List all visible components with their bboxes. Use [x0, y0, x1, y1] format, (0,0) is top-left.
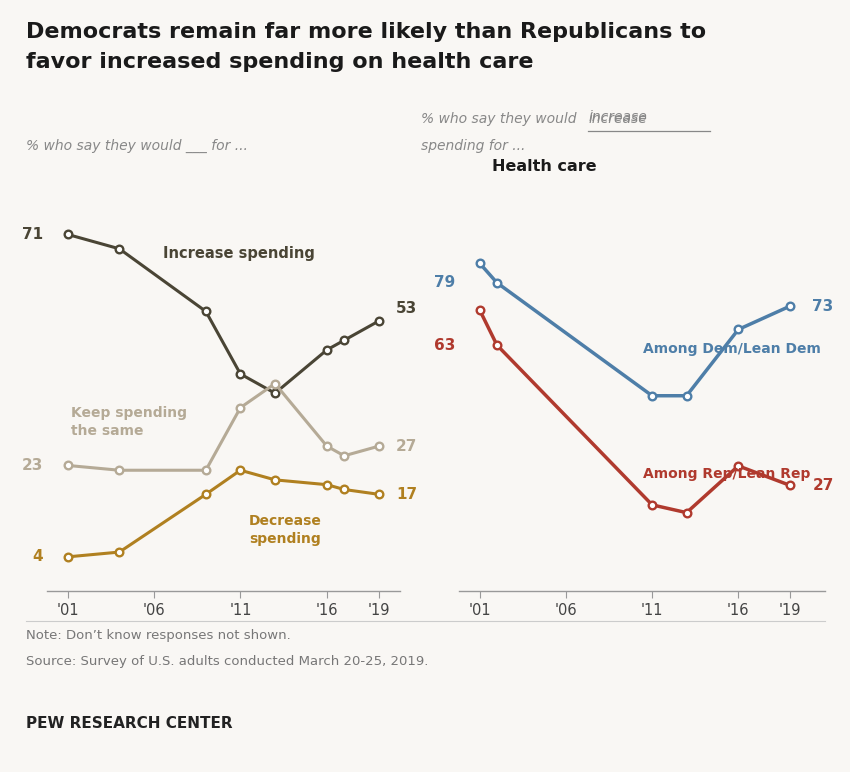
Text: Increase spending: Increase spending [162, 246, 314, 261]
Text: 27: 27 [396, 438, 417, 454]
Text: 79: 79 [434, 276, 456, 290]
Text: Among Rep/Lean Rep: Among Rep/Lean Rep [643, 467, 811, 481]
Text: % who say they would ___ for ...: % who say they would ___ for ... [26, 139, 247, 153]
Text: PEW RESEARCH CENTER: PEW RESEARCH CENTER [26, 716, 232, 731]
Text: 27: 27 [813, 478, 834, 493]
Text: increase: increase [588, 110, 647, 124]
Text: Democrats remain far more likely than Republicans to: Democrats remain far more likely than Re… [26, 22, 706, 42]
Text: Note: Don’t know responses not shown.: Note: Don’t know responses not shown. [26, 629, 290, 642]
Text: 23: 23 [22, 458, 43, 473]
Text: 53: 53 [396, 301, 417, 317]
Text: Source: Survey of U.S. adults conducted March 20-25, 2019.: Source: Survey of U.S. adults conducted … [26, 655, 428, 668]
Text: Decrease
spending: Decrease spending [249, 514, 322, 547]
Text: 71: 71 [22, 227, 43, 242]
Text: Among Dem/Lean Dem: Among Dem/Lean Dem [643, 342, 821, 356]
Text: 4: 4 [32, 550, 43, 564]
Text: Health care: Health care [491, 159, 597, 174]
Text: favor increased spending on health care: favor increased spending on health care [26, 52, 533, 73]
Text: Keep spending
the same: Keep spending the same [71, 406, 187, 438]
Text: % who say they would: % who say they would [421, 112, 581, 126]
Text: 63: 63 [434, 337, 456, 353]
Text: 17: 17 [396, 487, 417, 502]
Text: increase: increase [588, 112, 647, 126]
Text: 73: 73 [813, 299, 834, 313]
Text: spending for ...: spending for ... [421, 139, 525, 153]
